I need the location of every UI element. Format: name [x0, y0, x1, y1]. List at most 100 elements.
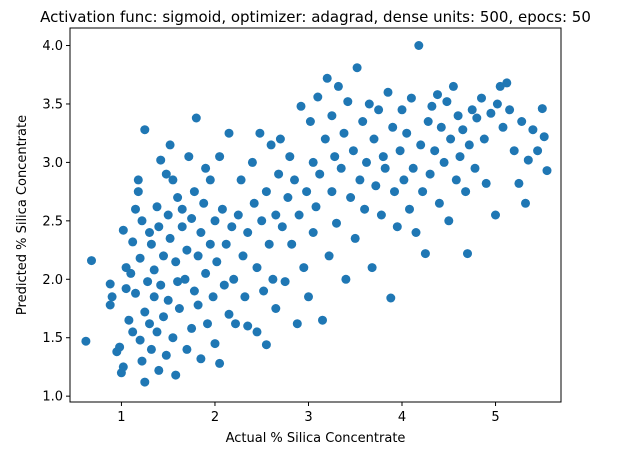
- x-tick-label: 1: [117, 410, 125, 425]
- data-point: [439, 157, 449, 167]
- data-point: [446, 134, 456, 144]
- data-point: [149, 265, 159, 275]
- data-point: [201, 163, 211, 173]
- data-point: [118, 362, 128, 372]
- data-point: [145, 228, 154, 237]
- data-point: [249, 198, 259, 208]
- data-point: [168, 175, 178, 185]
- data-point: [163, 295, 173, 305]
- data-point: [388, 122, 398, 132]
- data-point: [87, 256, 96, 266]
- data-point: [405, 204, 414, 214]
- data-point: [467, 105, 477, 115]
- data-point: [318, 315, 327, 325]
- data-point: [215, 152, 225, 162]
- y-tick-label: 4.0: [42, 39, 63, 54]
- data-point: [266, 140, 276, 150]
- data-point: [171, 257, 181, 267]
- data-point: [165, 140, 175, 150]
- data-point: [521, 198, 530, 208]
- data-point: [180, 274, 190, 284]
- data-point: [418, 187, 428, 197]
- data-point: [346, 193, 356, 202]
- data-point: [277, 222, 287, 232]
- data-point: [137, 216, 147, 226]
- data-point: [128, 327, 138, 337]
- data-point: [324, 251, 334, 261]
- data-point: [352, 63, 362, 73]
- data-point: [255, 128, 265, 138]
- data-point: [479, 134, 489, 144]
- data-point: [455, 152, 465, 162]
- data-point: [542, 166, 552, 176]
- data-point: [509, 146, 519, 156]
- data-point: [173, 277, 183, 287]
- data-point: [174, 304, 184, 313]
- data-point: [168, 333, 178, 343]
- data-point: [146, 239, 156, 249]
- data-point: [191, 113, 201, 123]
- data-point: [193, 251, 203, 261]
- data-point: [434, 198, 444, 208]
- data-point: [470, 163, 480, 173]
- data-point: [343, 97, 353, 107]
- data-point: [395, 146, 405, 156]
- data-point: [287, 239, 297, 249]
- data-point: [430, 146, 440, 156]
- data-point: [397, 105, 407, 115]
- data-point: [131, 204, 140, 214]
- data-point: [315, 169, 325, 179]
- data-point: [233, 210, 243, 220]
- data-point: [107, 292, 117, 302]
- data-point: [492, 99, 502, 109]
- data-point: [159, 312, 168, 322]
- data-point: [369, 134, 379, 144]
- data-point: [408, 163, 418, 173]
- data-point: [327, 187, 337, 197]
- data-point: [217, 204, 227, 214]
- data-point: [292, 319, 302, 329]
- data-point: [523, 155, 533, 165]
- y-axis-label: Predicted % Silica Concentrate: [15, 115, 30, 315]
- data-point: [502, 78, 512, 88]
- data-point: [320, 134, 330, 144]
- data-point: [380, 163, 390, 173]
- data-point: [243, 228, 253, 237]
- data-point: [305, 117, 315, 126]
- data-point: [187, 214, 197, 223]
- data-point: [285, 152, 295, 162]
- data-point: [371, 181, 381, 191]
- data-point: [154, 222, 164, 232]
- data-point: [358, 117, 368, 126]
- data-point: [196, 228, 206, 237]
- data-point: [163, 210, 173, 220]
- data-point: [124, 315, 134, 325]
- data-point: [374, 105, 384, 115]
- data-point: [252, 263, 262, 273]
- data-point: [425, 169, 435, 179]
- data-point: [133, 187, 143, 197]
- data-point: [491, 210, 500, 220]
- data-point: [453, 111, 463, 121]
- data-point: [210, 339, 220, 349]
- data-point: [386, 293, 396, 303]
- data-point: [308, 157, 318, 167]
- data-point: [182, 344, 192, 354]
- data-point: [414, 41, 424, 50]
- chart-title: Activation func: sigmoid, optimizer: ada…: [40, 8, 591, 26]
- data-point: [257, 216, 267, 226]
- data-point: [205, 175, 215, 185]
- data-point: [383, 87, 393, 97]
- data-point: [205, 239, 215, 249]
- data-point: [231, 319, 240, 329]
- data-point: [327, 111, 337, 121]
- data-point: [283, 193, 293, 202]
- data-point: [140, 307, 150, 317]
- data-point: [336, 163, 346, 173]
- data-point: [420, 249, 430, 259]
- data-point: [268, 274, 278, 284]
- data-point: [156, 155, 166, 165]
- data-point: [330, 152, 340, 162]
- data-point: [461, 187, 471, 197]
